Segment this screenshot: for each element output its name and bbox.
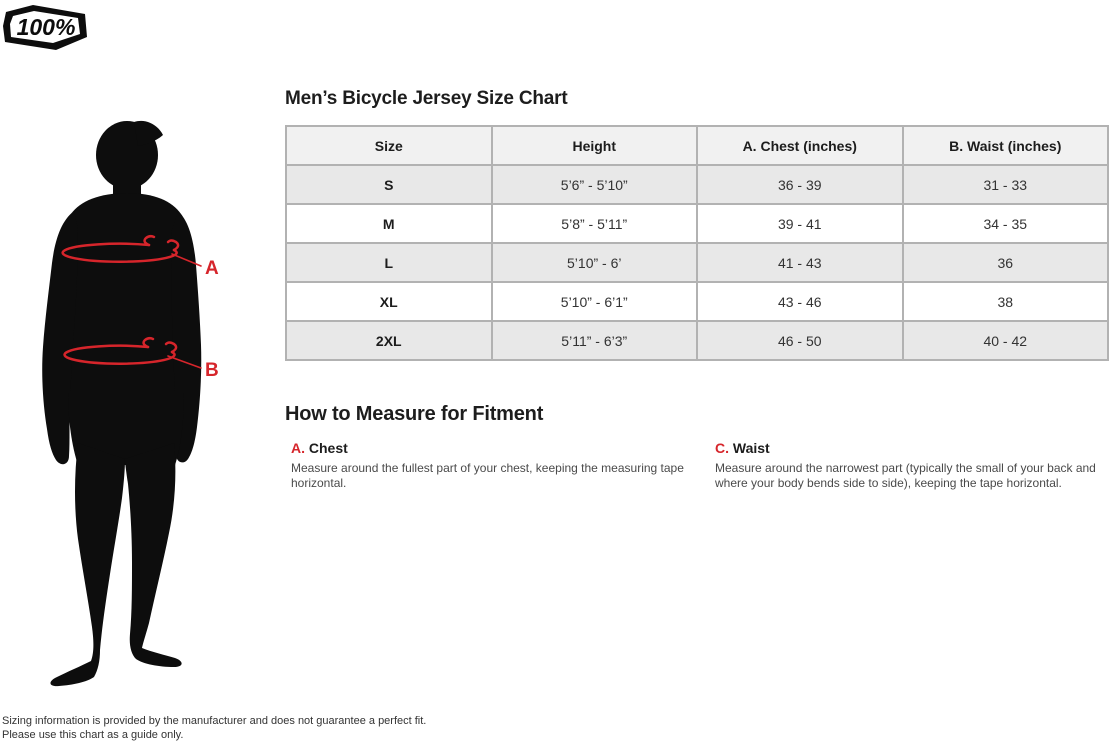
- chest-cell: 36 - 39: [696, 164, 904, 205]
- guide-waist-heading: C. Waist: [715, 440, 1109, 456]
- size-cell: 2XL: [285, 320, 493, 361]
- column-header-chest: A. Chest (inches): [696, 125, 904, 166]
- size-cell: XL: [285, 281, 493, 322]
- guide-chest-heading: A. Chest: [291, 440, 693, 456]
- chest-tape-curl-icon: [166, 239, 180, 252]
- size-cell: S: [285, 164, 493, 205]
- footer-disclaimer: Sizing information is provided by the ma…: [2, 714, 426, 742]
- height-cell: 5’10” - 6’: [490, 242, 698, 283]
- measurement-figure: A B: [28, 113, 258, 691]
- silhouette-right-leg: [125, 443, 182, 667]
- waist-cell: 36: [901, 242, 1109, 283]
- height-cell: 5’11” - 6’3”: [490, 320, 698, 361]
- height-cell: 5’10” - 6’1”: [490, 281, 698, 322]
- waist-pointer-line: [167, 355, 202, 369]
- table-row: M 5’8” - 5’11” 39 - 41 34 - 35: [285, 203, 1109, 244]
- silhouette-pelvis: [68, 391, 184, 465]
- table-row: L 5’10” - 6’ 41 - 43 36: [285, 242, 1109, 283]
- waist-cell: 38: [901, 281, 1109, 322]
- waist-cell: 31 - 33: [901, 164, 1109, 205]
- size-chart-table: Size Height A. Chest (inches) B. Waist (…: [285, 125, 1109, 361]
- footer-line-2: Please use this chart as a guide only.: [2, 729, 184, 741]
- height-cell: 5’6” - 5’10”: [490, 164, 698, 205]
- guide-waist-description: Measure around the narrowest part (typic…: [715, 461, 1096, 490]
- waist-cell: 34 - 35: [901, 203, 1109, 244]
- footer-line-1: Sizing information is provided by the ma…: [2, 715, 427, 727]
- table-row: XL 5’10” - 6’1” 43 - 46 38: [285, 281, 1109, 322]
- chest-label: A: [205, 258, 219, 279]
- table-row: 2XL 5’11” - 6’3” 46 - 50 40 - 42: [285, 320, 1109, 361]
- chest-pointer-line: [171, 253, 202, 267]
- height-cell: 5’8” - 5’11”: [490, 203, 698, 244]
- guide-waist-letter: C.: [715, 440, 729, 456]
- guide-chest-name: Chest: [308, 440, 348, 456]
- waist-tape-curl-icon: [164, 341, 178, 354]
- column-header-waist: B. Waist (inches): [901, 125, 1109, 166]
- chest-tape-icon: [61, 242, 178, 263]
- silhouette-hair: [134, 120, 163, 146]
- chest-cell: 43 - 46: [696, 281, 904, 322]
- waist-tape-icon: [63, 344, 176, 365]
- column-header-size: Size: [285, 125, 493, 166]
- silhouette-left-leg: [50, 443, 125, 687]
- waist-label: B: [205, 360, 219, 381]
- guide-waist: C. Waist Measure around the narrowest pa…: [715, 440, 1109, 491]
- table-row: S 5’6” - 5’10” 36 - 39 31 - 33: [285, 164, 1109, 205]
- waist-tape-curl-icon: [142, 336, 155, 349]
- guide-waist-name: Waist: [732, 440, 770, 456]
- column-header-height: Height: [490, 125, 698, 166]
- size-cell: M: [285, 203, 493, 244]
- size-cell: L: [285, 242, 493, 283]
- brand-logo-text: 100%: [17, 14, 76, 40]
- chest-cell: 39 - 41: [696, 203, 904, 244]
- page-title: Men’s Bicycle Jersey Size Chart: [285, 88, 568, 109]
- section-heading: How to Measure for Fitment: [285, 403, 544, 425]
- waist-cell: 40 - 42: [901, 320, 1109, 361]
- chest-cell: 46 - 50: [696, 320, 904, 361]
- brand-logo-badge-icon: 100%: [3, 5, 87, 50]
- brand-logo: 100%: [0, 4, 90, 54]
- guide-chest-description: Measure around the fullest part of your …: [291, 461, 684, 490]
- chest-tape-curl-icon: [143, 234, 156, 247]
- guide-chest-letter: A.: [291, 440, 305, 456]
- silhouette-torso: [56, 193, 196, 425]
- body-silhouette-icon: A B: [42, 120, 219, 687]
- guide-chest: A. Chest Measure around the fullest part…: [291, 440, 693, 491]
- chest-cell: 41 - 43: [696, 242, 904, 283]
- table-header-row: Size Height A. Chest (inches) B. Waist (…: [285, 125, 1109, 166]
